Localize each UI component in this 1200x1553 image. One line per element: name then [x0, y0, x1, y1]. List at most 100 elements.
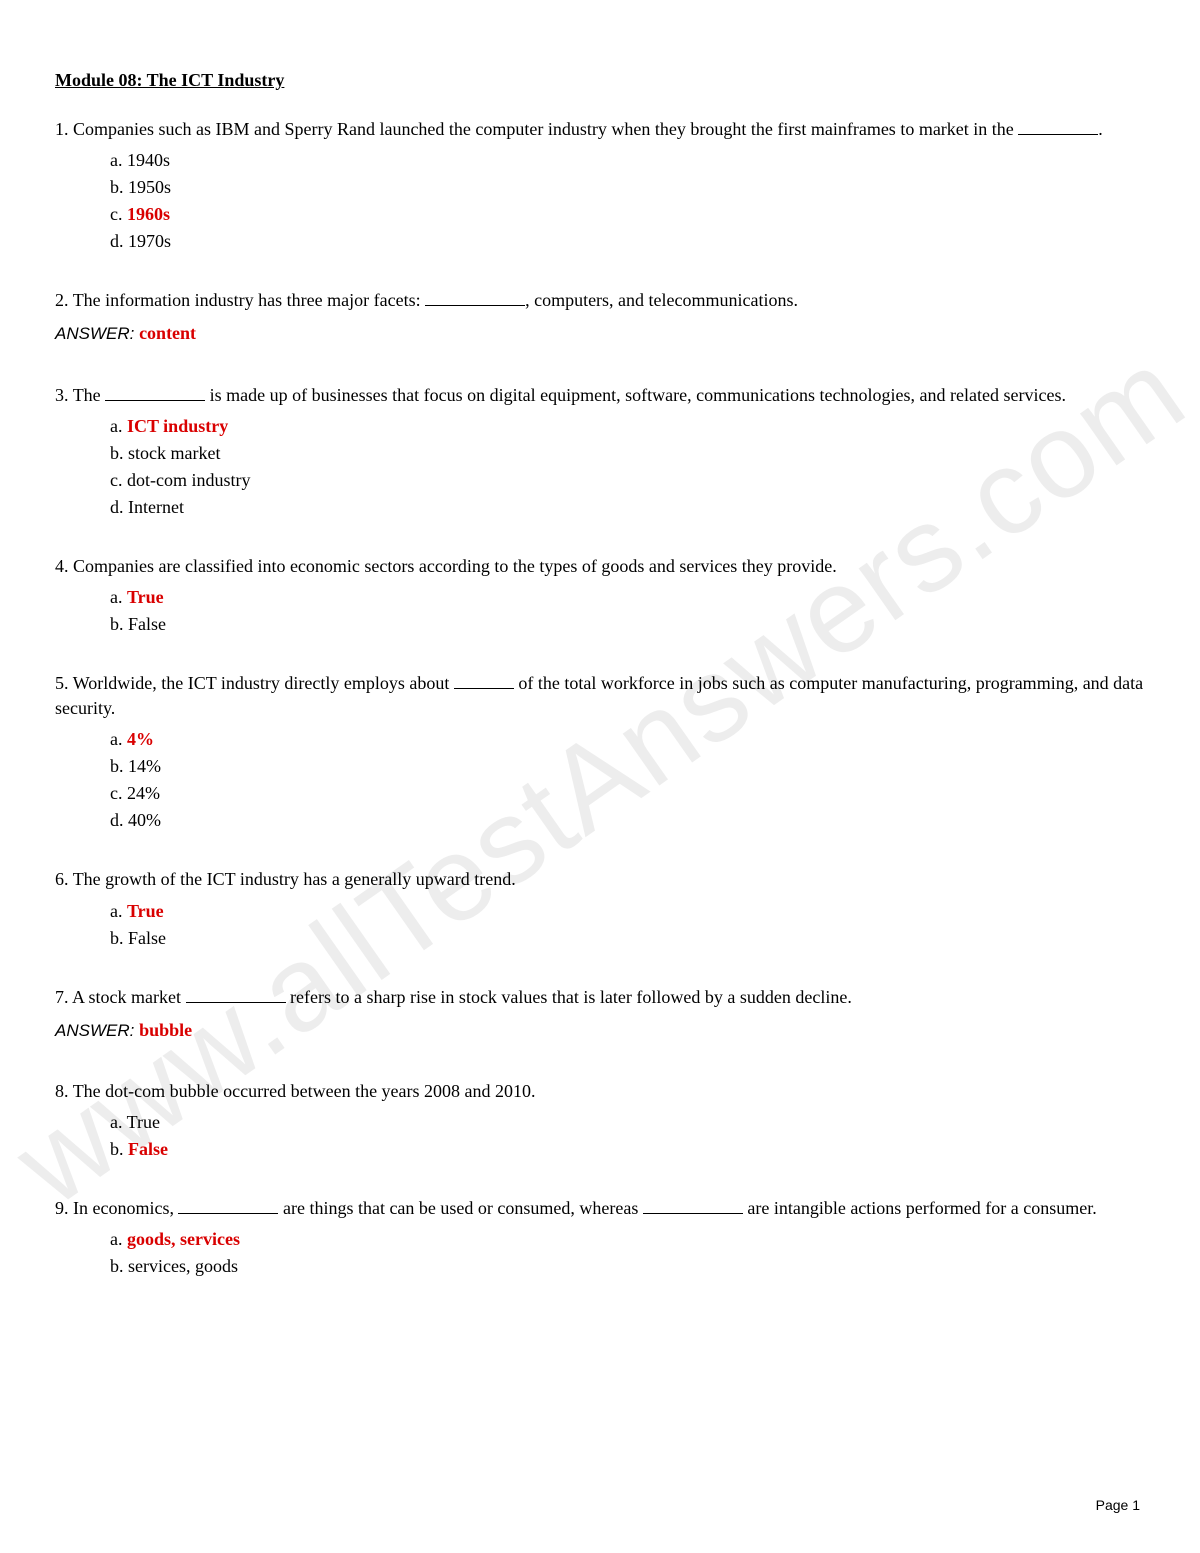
question-body: The dot-com bubble occurred between the … — [73, 1081, 536, 1101]
question-body-before: A stock market — [72, 987, 185, 1007]
module-title: Module 08: The ICT Industry — [55, 70, 1145, 91]
question-number: 6. — [55, 869, 73, 889]
option-letter: a. — [110, 1229, 127, 1249]
option-text: dot-com industry — [127, 470, 251, 490]
question-text: 8. The dot-com bubble occurred between t… — [55, 1079, 1145, 1104]
question-body-before: In economics, — [73, 1198, 178, 1218]
blank — [643, 1198, 743, 1214]
option-letter: c. — [110, 783, 127, 803]
question-text: 4. Companies are classified into economi… — [55, 554, 1145, 579]
option-text: Internet — [128, 497, 184, 517]
options-list: a. 4%b. 14%c. 24%d. 40% — [55, 729, 1145, 831]
answer-value: content — [139, 323, 196, 343]
question-body-after: . — [1098, 119, 1103, 139]
question-body-mid: are things that can be used or consumed,… — [278, 1198, 642, 1218]
question-block: 8. The dot-com bubble occurred between t… — [55, 1079, 1145, 1160]
option-letter: b. — [110, 928, 128, 948]
question-body-after: , computers, and telecommunications. — [525, 290, 798, 310]
option-item: b. False — [110, 1139, 1145, 1160]
option-item: b. 14% — [110, 756, 1145, 777]
options-list: a. goods, services b. services, goods — [55, 1229, 1145, 1277]
question-text: 1. Companies such as IBM and Sperry Rand… — [55, 117, 1145, 142]
option-letter: b. — [110, 177, 128, 197]
question-text: 2. The information industry has three ma… — [55, 288, 1145, 313]
question-text: 9. In economics, are things that can be … — [55, 1196, 1145, 1221]
option-letter: b. — [110, 1139, 128, 1159]
option-item: a. 1940s — [110, 150, 1145, 171]
question-number: 2. — [55, 290, 73, 310]
question-number: 9. — [55, 1198, 73, 1218]
option-item: a. ICT industry — [110, 416, 1145, 437]
option-text: True — [127, 587, 164, 607]
question-number: 3. — [55, 385, 73, 405]
question-number: 1. — [55, 119, 73, 139]
option-letter: a. — [110, 729, 127, 749]
answer-line: ANSWER: bubble — [55, 1018, 1145, 1043]
question-block: 2. The information industry has three ma… — [55, 288, 1145, 346]
question-number: 7. — [55, 987, 72, 1007]
option-item: a. True — [110, 587, 1145, 608]
blank — [186, 986, 286, 1002]
option-text: 4% — [127, 729, 154, 749]
option-letter: d. — [110, 231, 128, 251]
question-body-after: is made up of businesses that focus on d… — [205, 385, 1066, 405]
option-item: c. 1960s — [110, 204, 1145, 225]
question-block: 5. Worldwide, the ICT industry directly … — [55, 671, 1145, 831]
blank — [425, 290, 525, 306]
option-letter: c. — [110, 470, 127, 490]
option-letter: d. — [110, 810, 128, 830]
option-item: a. goods, services — [110, 1229, 1145, 1250]
option-text: 1960s — [127, 204, 170, 224]
blank — [105, 384, 205, 400]
option-text: services, goods — [128, 1256, 238, 1276]
option-text: True — [127, 1112, 160, 1132]
question-block: 6. The growth of the ICT industry has a … — [55, 867, 1145, 948]
option-item: c. 24% — [110, 783, 1145, 804]
options-list: a. ICT industry b. stock market c. dot-com… — [55, 416, 1145, 518]
option-letter: a. — [110, 587, 127, 607]
option-item: b. False — [110, 928, 1145, 949]
question-body: Companies are classified into economic s… — [73, 556, 837, 576]
option-text: True — [127, 901, 164, 921]
question-text: 3. The is made up of businesses that foc… — [55, 383, 1145, 408]
option-item: b. stock market — [110, 443, 1145, 464]
option-letter: a. — [110, 150, 127, 170]
option-text: 24% — [127, 783, 160, 803]
document-content: Module 08: The ICT Industry 1. Companies… — [55, 70, 1145, 1277]
option-letter: a. — [110, 1112, 127, 1132]
question-body-before: The — [73, 385, 105, 405]
question-block: 9. In economics, are things that can be … — [55, 1196, 1145, 1277]
blank — [178, 1198, 278, 1214]
option-text: 1950s — [128, 177, 171, 197]
option-letter: b. — [110, 1256, 128, 1276]
question-block: 3. The is made up of businesses that foc… — [55, 383, 1145, 518]
option-text: False — [128, 1139, 168, 1159]
option-letter: a. — [110, 416, 127, 436]
question-number: 4. — [55, 556, 73, 576]
option-text: 14% — [128, 756, 161, 776]
question-text: 7. A stock market refers to a sharp rise… — [55, 985, 1145, 1010]
question-number: 5. — [55, 673, 73, 693]
option-item: b. 1950s — [110, 177, 1145, 198]
option-letter: d. — [110, 497, 128, 517]
option-letter: b. — [110, 756, 128, 776]
question-number: 8. — [55, 1081, 73, 1101]
option-item: c. dot-com industry — [110, 470, 1145, 491]
option-item: b. services, goods — [110, 1256, 1145, 1277]
blank — [454, 673, 514, 689]
question-body-before: Companies such as IBM and Sperry Rand la… — [73, 119, 1018, 139]
blank — [1018, 119, 1098, 135]
option-text: ICT industry — [127, 416, 228, 436]
option-letter: c. — [110, 204, 127, 224]
options-list: a. 1940sb. 1950sc. 1960sd. 1970s — [55, 150, 1145, 252]
option-text: False — [128, 614, 166, 634]
option-text: 1970s — [128, 231, 171, 251]
options-list: a. True b. False — [55, 901, 1145, 949]
question-text: 5. Worldwide, the ICT industry directly … — [55, 671, 1145, 721]
option-text: goods, services — [127, 1229, 240, 1249]
question-body: The growth of the ICT industry has a gen… — [73, 869, 516, 889]
question-block: 4. Companies are classified into economi… — [55, 554, 1145, 635]
option-item: a. True — [110, 901, 1145, 922]
options-list: a. Trueb. False — [55, 587, 1145, 635]
option-item: d. 1970s — [110, 231, 1145, 252]
